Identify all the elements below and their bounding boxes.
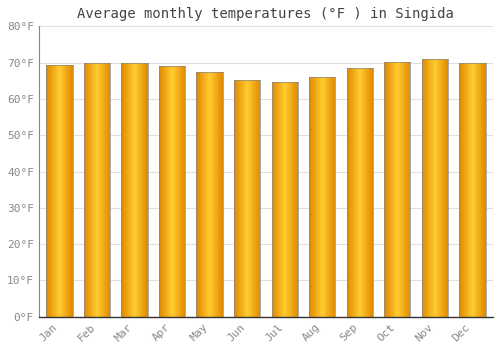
Title: Average monthly temperatures (°F ) in Singida: Average monthly temperatures (°F ) in Si… <box>78 7 454 21</box>
